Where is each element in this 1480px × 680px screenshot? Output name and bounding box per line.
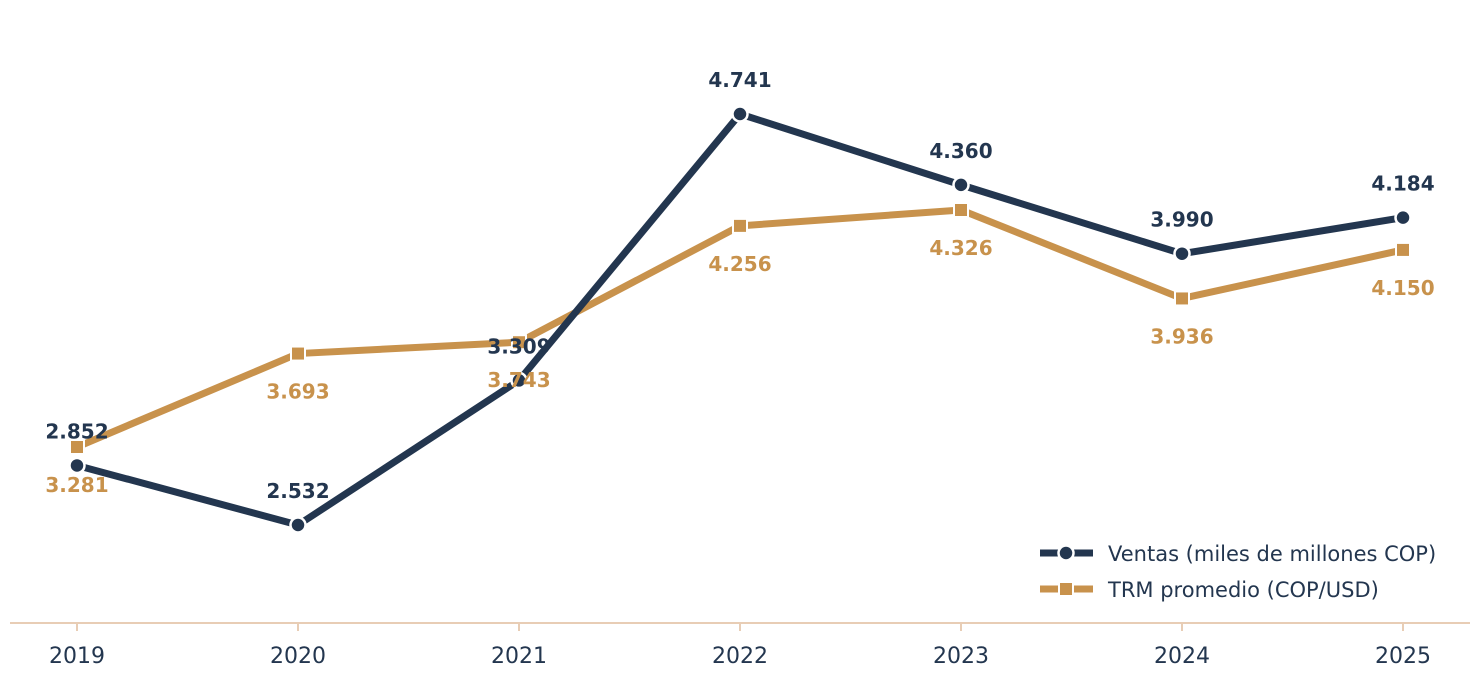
point-trm [953, 202, 969, 218]
legend-label: Ventas (miles de millones COP) [1108, 542, 1436, 566]
point-ventas [510, 371, 528, 390]
legend: Ventas (miles de millones COP) TRM promed… [1040, 542, 1436, 602]
point-trm [511, 334, 527, 351]
x-tick-label: 2025 [1375, 644, 1431, 669]
data-label-ventas: 4.360 [929, 139, 992, 163]
point-trm [732, 217, 748, 234]
legend-marker-circle [1057, 544, 1075, 562]
series-lines [73, 110, 1407, 529]
x-axis-ticks: 2019 2020 2021 2022 2023 2024 2025 [49, 623, 1431, 669]
data-label-ventas: 2.852 [45, 419, 108, 443]
point-ventas [952, 176, 970, 194]
point-ventas [1394, 208, 1412, 227]
data-label-trm: 4.256 [708, 252, 771, 276]
point-ventas [68, 456, 86, 475]
data-label-trm: 3.281 [45, 473, 108, 497]
data-labels: 2.852 2.532 3.309 4.741 4.360 3.990 4.184 3.281… [45, 68, 1434, 503]
data-label-trm: 3.693 [266, 380, 329, 404]
point-ventas [1173, 244, 1191, 263]
point-trm [69, 439, 85, 455]
x-tick-label: 2020 [270, 644, 326, 669]
x-tick-label: 2019 [49, 644, 105, 669]
data-label-trm: 3.936 [1150, 324, 1213, 348]
data-label-trm: 4.150 [1371, 276, 1434, 300]
legend-label: TRM promedio (COP/USD) [1107, 578, 1379, 602]
data-label-trm: 4.326 [929, 236, 992, 260]
legend-marker-square [1058, 581, 1074, 597]
point-ventas [289, 516, 307, 534]
point-trm [290, 345, 306, 362]
x-tick-label: 2022 [712, 644, 768, 669]
data-label-ventas: 3.990 [1150, 208, 1213, 232]
data-label-trm: 3.743 [487, 368, 550, 392]
data-label-ventas: 4.184 [1371, 172, 1434, 196]
x-tick-label: 2024 [1154, 644, 1210, 669]
series-markers [68, 105, 1412, 534]
data-label-ventas: 2.532 [266, 479, 329, 503]
x-tick-label: 2021 [491, 644, 547, 669]
point-trm [1395, 241, 1411, 258]
series-line-ventas [73, 110, 1407, 529]
x-tick-label: 2023 [933, 644, 989, 669]
point-ventas [731, 105, 749, 123]
data-label-ventas: 3.309 [487, 334, 550, 358]
point-trm [1174, 290, 1190, 307]
data-label-ventas: 4.741 [708, 68, 771, 92]
